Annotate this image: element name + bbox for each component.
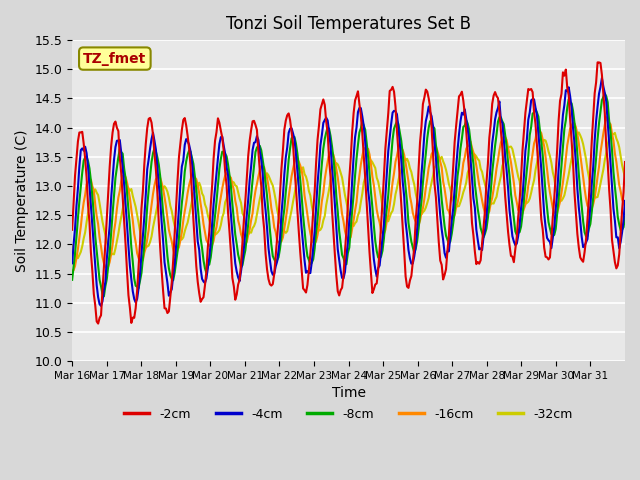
X-axis label: Time: Time <box>332 386 365 400</box>
Text: TZ_fmet: TZ_fmet <box>83 51 147 66</box>
Y-axis label: Soil Temperature (C): Soil Temperature (C) <box>15 130 29 272</box>
Title: Tonzi Soil Temperatures Set B: Tonzi Soil Temperatures Set B <box>226 15 471 33</box>
Legend: -2cm, -4cm, -8cm, -16cm, -32cm: -2cm, -4cm, -8cm, -16cm, -32cm <box>120 403 578 425</box>
